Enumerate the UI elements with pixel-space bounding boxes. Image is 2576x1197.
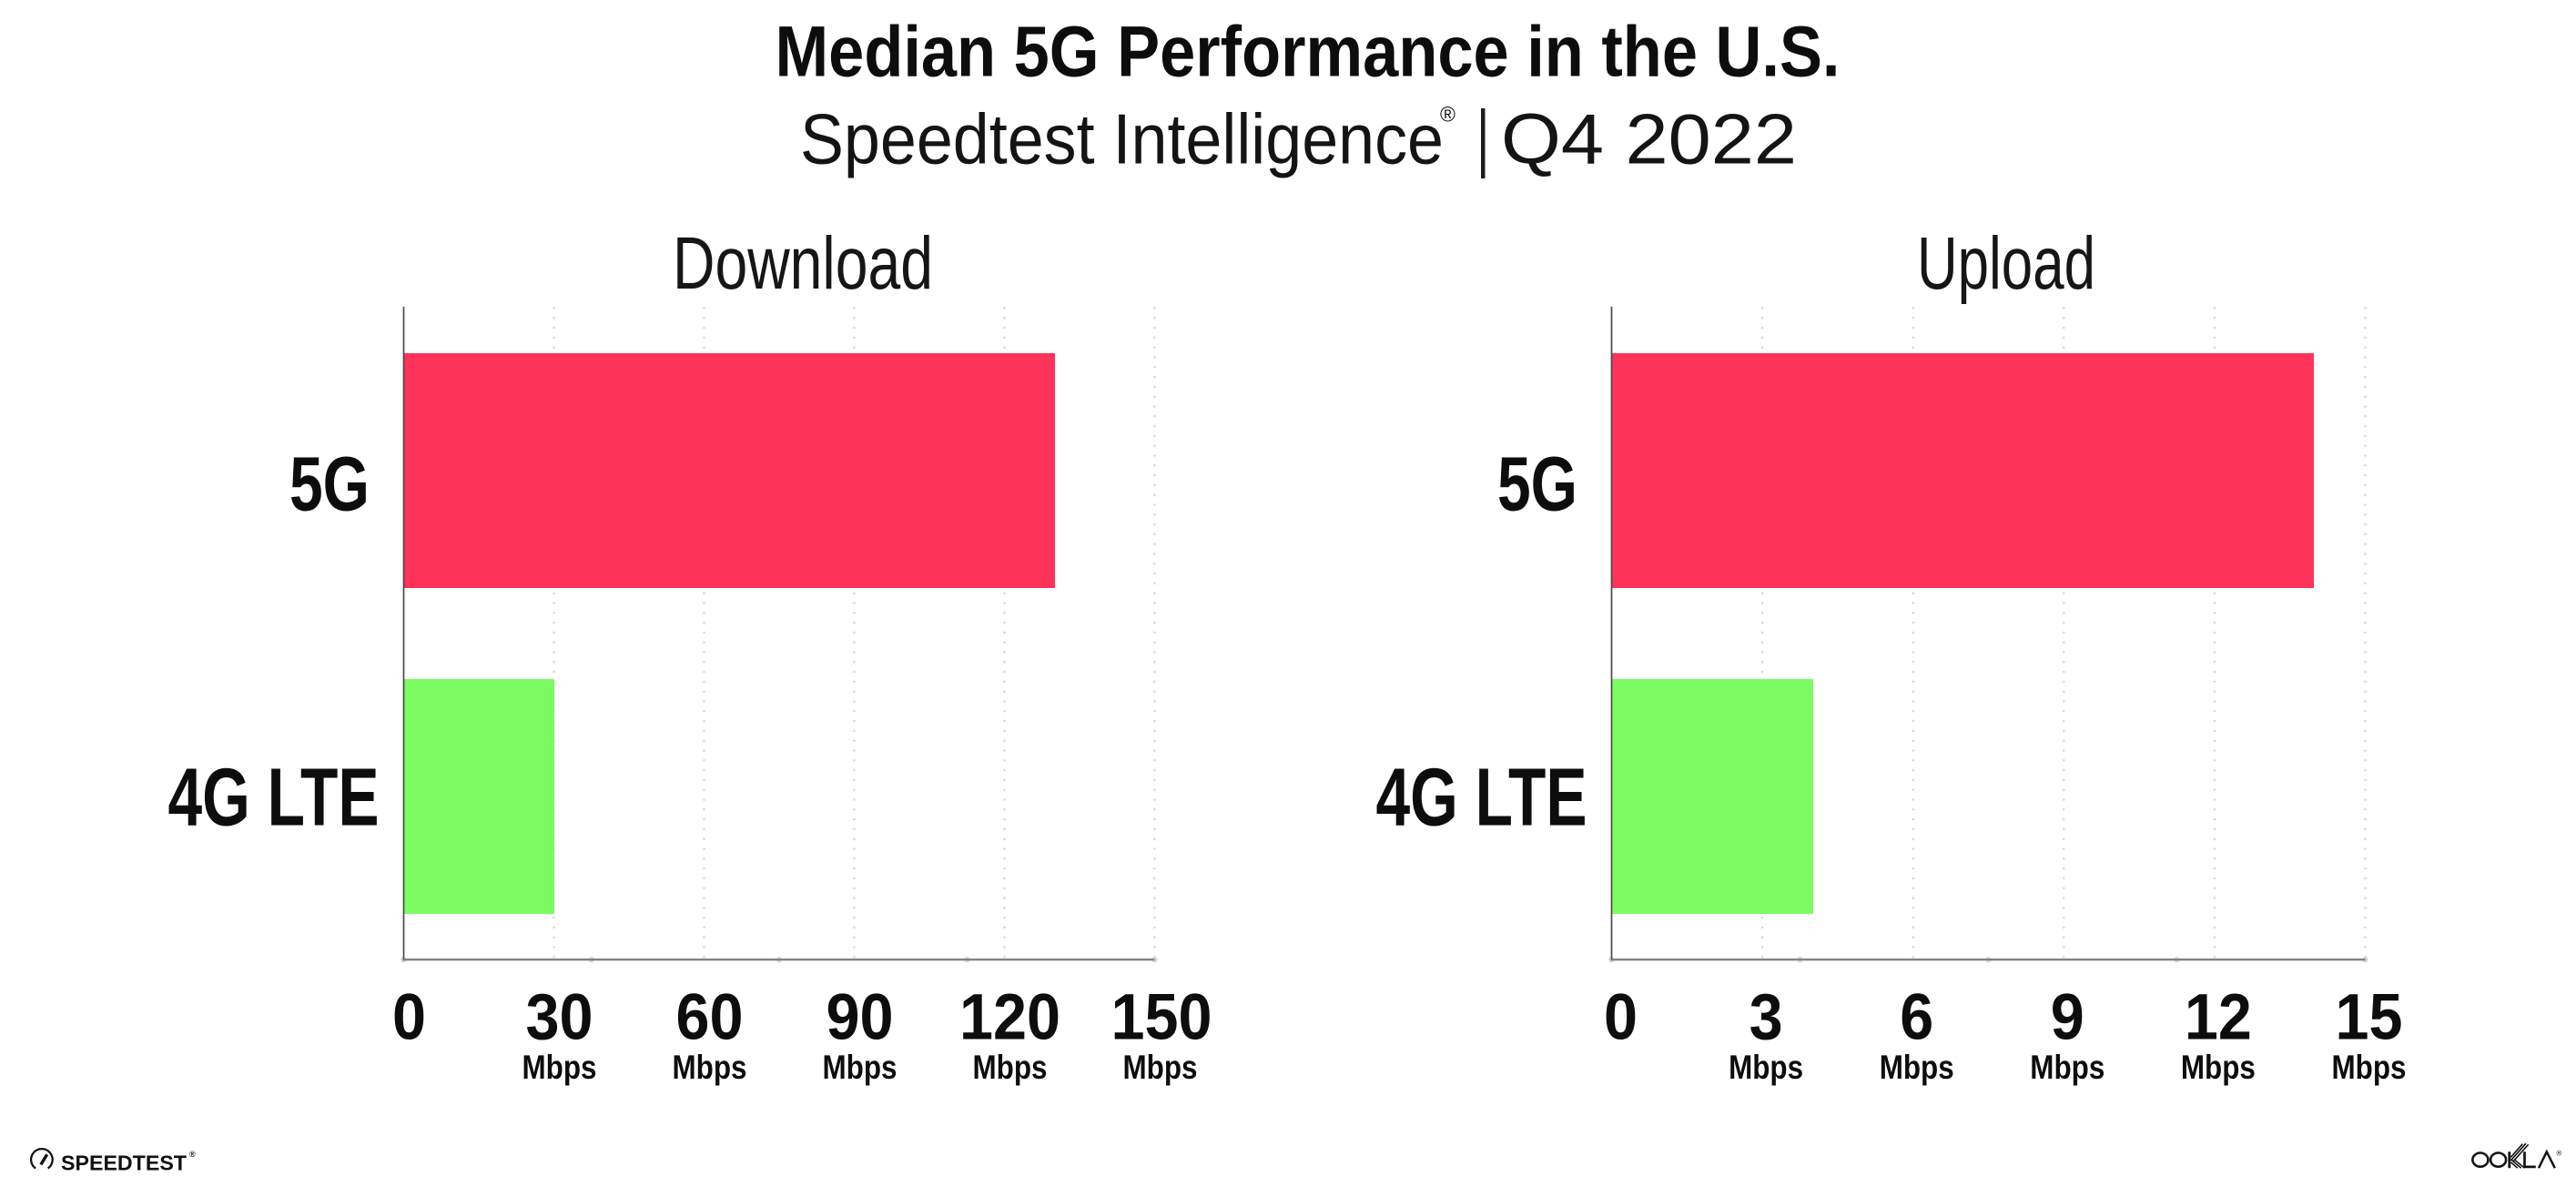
svg-text:Speedtest Intelligence: Speedtest Intelligence bbox=[800, 99, 1444, 179]
svg-text:®: ® bbox=[1440, 103, 1455, 127]
svg-text:Mbps: Mbps bbox=[2332, 1049, 2407, 1086]
svg-text:Q4 2022: Q4 2022 bbox=[1501, 99, 1797, 179]
svg-text:Mbps: Mbps bbox=[1880, 1049, 1954, 1086]
svg-text:Median 5G Performance in the U: Median 5G Performance in the U.S. bbox=[776, 12, 1841, 92]
svg-text:15: 15 bbox=[2336, 980, 2403, 1053]
svg-text:Upload: Upload bbox=[1917, 222, 2095, 305]
svg-text:9: 9 bbox=[2051, 980, 2084, 1053]
svg-text:Mbps: Mbps bbox=[673, 1049, 747, 1086]
svg-text:Mbps: Mbps bbox=[823, 1049, 898, 1086]
svg-text:4G LTE: 4G LTE bbox=[1376, 752, 1587, 843]
svg-text:6: 6 bbox=[1900, 980, 1933, 1053]
svg-text:®: ® bbox=[2557, 1150, 2562, 1158]
svg-text:4G LTE: 4G LTE bbox=[168, 752, 380, 843]
svg-text:120: 120 bbox=[959, 980, 1060, 1053]
svg-text:Mbps: Mbps bbox=[522, 1049, 597, 1086]
svg-text:Mbps: Mbps bbox=[1729, 1049, 1803, 1086]
svg-text:Download: Download bbox=[673, 222, 933, 305]
svg-text:30: 30 bbox=[526, 980, 593, 1053]
svg-text:Mbps: Mbps bbox=[2181, 1049, 2256, 1086]
svg-text:60: 60 bbox=[676, 980, 744, 1053]
svg-text:90: 90 bbox=[827, 980, 894, 1053]
svg-text:®: ® bbox=[189, 1150, 196, 1159]
svg-text:5G: 5G bbox=[289, 441, 370, 527]
svg-text:3: 3 bbox=[1749, 980, 1783, 1053]
svg-text:12: 12 bbox=[2185, 980, 2252, 1053]
svg-text:Mbps: Mbps bbox=[2030, 1049, 2104, 1086]
svg-text:150: 150 bbox=[1111, 980, 1212, 1053]
svg-text:Mbps: Mbps bbox=[1123, 1049, 1198, 1086]
svg-text:Mbps: Mbps bbox=[973, 1049, 1048, 1086]
svg-text:SPEEDTEST: SPEEDTEST bbox=[61, 1151, 187, 1174]
svg-text:0: 0 bbox=[1604, 980, 1638, 1053]
svg-text:0: 0 bbox=[392, 980, 426, 1053]
svg-text:5G: 5G bbox=[1497, 441, 1577, 527]
